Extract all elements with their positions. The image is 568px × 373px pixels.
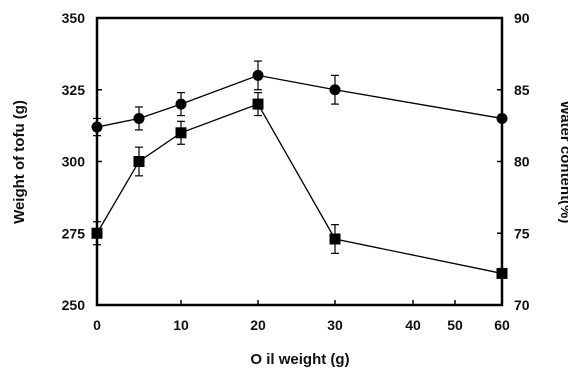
data-point-square [133,156,145,167]
x-tick-label: 30 [327,317,343,333]
plot-frame [95,16,504,307]
y-right-tick-label: 85 [514,82,530,98]
x-tick-label: 20 [250,317,266,333]
y-right-axis-title: Water content(%) [557,101,568,224]
x-tick-label: 40 [405,317,421,333]
y-left-tick-label: 300 [62,154,86,170]
data-point-square [91,227,103,239]
y-right-tick-label: 75 [514,225,530,241]
y-left-tick-label: 350 [62,10,86,26]
y-right-tick-label: 70 [514,297,530,313]
x-tick-label: 60 [494,317,510,333]
data-point-square [252,98,264,110]
y-right-tick-label: 80 [514,154,530,170]
data-point-circle [329,84,341,96]
series-layer [91,60,508,279]
data-point-circle [496,112,508,124]
x-tick-label: 50 [447,317,463,333]
y-left-tick-label: 325 [62,82,86,98]
data-point-square [175,127,187,139]
x-tick-label: 10 [173,317,189,333]
y-left-axis-title: Weight of tofu (g) [11,100,28,224]
series-line [96,103,503,275]
ticks-layer: 0 10 20 30 40 50 60 250 275 300 325 350 70 75 80 85 90 [62,10,530,333]
x-tick-label: 0 [93,317,101,333]
x-axis-title: O il weight (g) [250,351,349,368]
data-point-square [329,233,341,245]
data-point-square [496,267,508,279]
y-right-tick-label: 90 [514,10,530,26]
data-point-circle [133,112,145,124]
series-line [96,74,503,128]
data-point-circle [91,121,103,133]
data-point-circle [252,69,264,81]
y-left-tick-label: 275 [62,225,86,241]
y-left-tick-label: 250 [62,297,86,313]
data-point-circle [175,98,187,110]
